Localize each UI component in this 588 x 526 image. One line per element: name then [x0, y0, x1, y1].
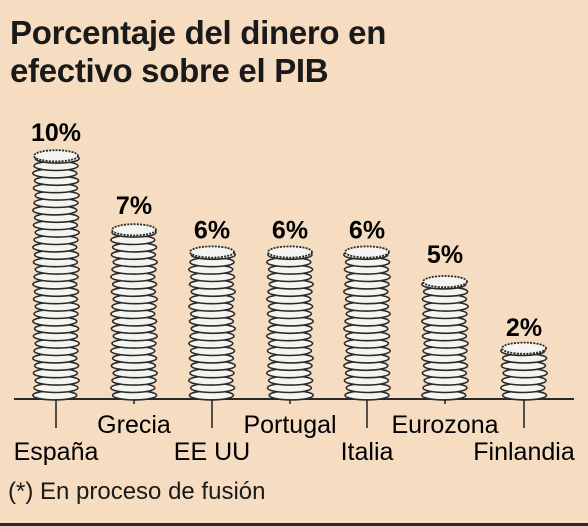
category-label-1: Grecia	[97, 411, 171, 439]
value-label-2: 6%	[194, 217, 230, 245]
coin-stack-bar-0	[31, 149, 81, 401]
category-label-6: Finlandia	[473, 438, 575, 466]
footnote: (*) En proceso de fusión	[8, 478, 266, 505]
coin-stack-bar-5	[420, 275, 470, 401]
coin-stack-bar-4	[342, 245, 392, 401]
title-line-1: Porcentaje del dinero en	[10, 14, 387, 51]
coin-stack-bar-3	[265, 245, 315, 401]
value-label-4: 6%	[349, 217, 385, 245]
category-label-5: Eurozona	[391, 411, 498, 439]
value-label-5: 5%	[427, 241, 463, 269]
title-line-2: efectivo sobre el PIB	[10, 52, 329, 89]
category-label-3: Portugal	[243, 411, 336, 439]
category-label-4: Italia	[341, 438, 394, 466]
category-label-0: España	[14, 438, 99, 466]
value-label-1: 7%	[116, 192, 152, 220]
coin-stack-bar-2	[188, 245, 236, 401]
value-label-6: 2%	[506, 314, 542, 342]
value-label-0: 10%	[31, 119, 81, 147]
coin-stack-bar-1	[110, 223, 158, 401]
coin-stack-bar-6	[499, 341, 549, 401]
chart-title: Porcentaje del dinero en efectivo sobre …	[10, 14, 570, 90]
category-label-2: EE UU	[174, 438, 250, 466]
value-label-3: 6%	[272, 217, 308, 245]
